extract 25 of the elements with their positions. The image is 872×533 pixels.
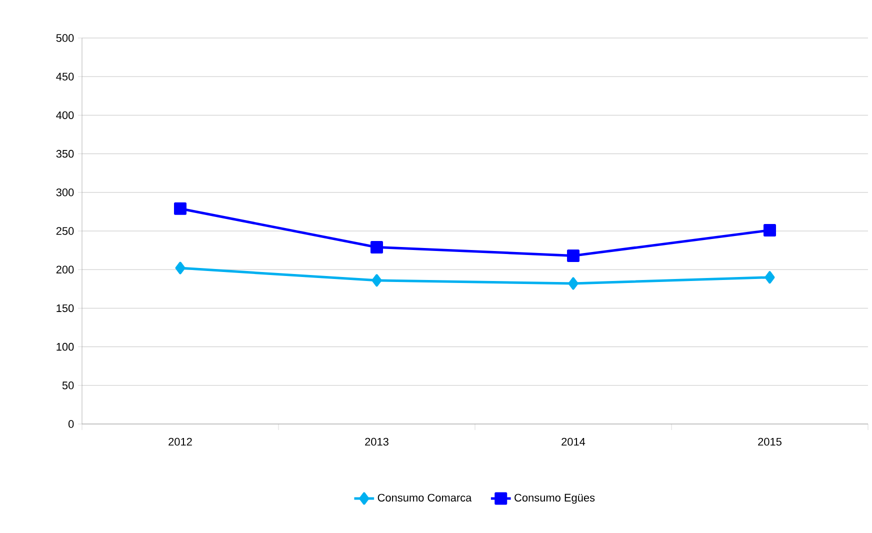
y-tick-label: 300: [56, 188, 74, 196]
y-tick-label: 350: [56, 150, 74, 158]
point: [175, 262, 186, 274]
point: [370, 240, 384, 254]
y-tick-label: 400: [56, 111, 74, 120]
y-tick-label: 500: [56, 34, 74, 42]
x-tick-label: 2012: [168, 438, 192, 446]
point: [372, 274, 382, 287]
point: [174, 202, 187, 215]
x-tick-label: 2013: [365, 438, 388, 446]
y-tick-label: 450: [56, 72, 74, 80]
y-tick-label: 200: [56, 266, 74, 274]
point: [567, 249, 580, 262]
legend-label: Consumo Egües: [514, 494, 595, 504]
point: [764, 224, 776, 236]
y-tick-label: 50: [62, 382, 74, 390]
x-tick-label: 2014: [562, 438, 586, 446]
point: [764, 271, 775, 284]
legend-label: Consumo Comarca: [378, 494, 472, 502]
y-tick-label: 0: [68, 420, 74, 428]
y-tick-label: 250: [56, 227, 74, 235]
point: [568, 277, 578, 290]
y-tick-label: 100: [56, 342, 74, 351]
x-tick-label: 2015: [758, 438, 782, 446]
y-tick-label: 150: [56, 304, 74, 312]
